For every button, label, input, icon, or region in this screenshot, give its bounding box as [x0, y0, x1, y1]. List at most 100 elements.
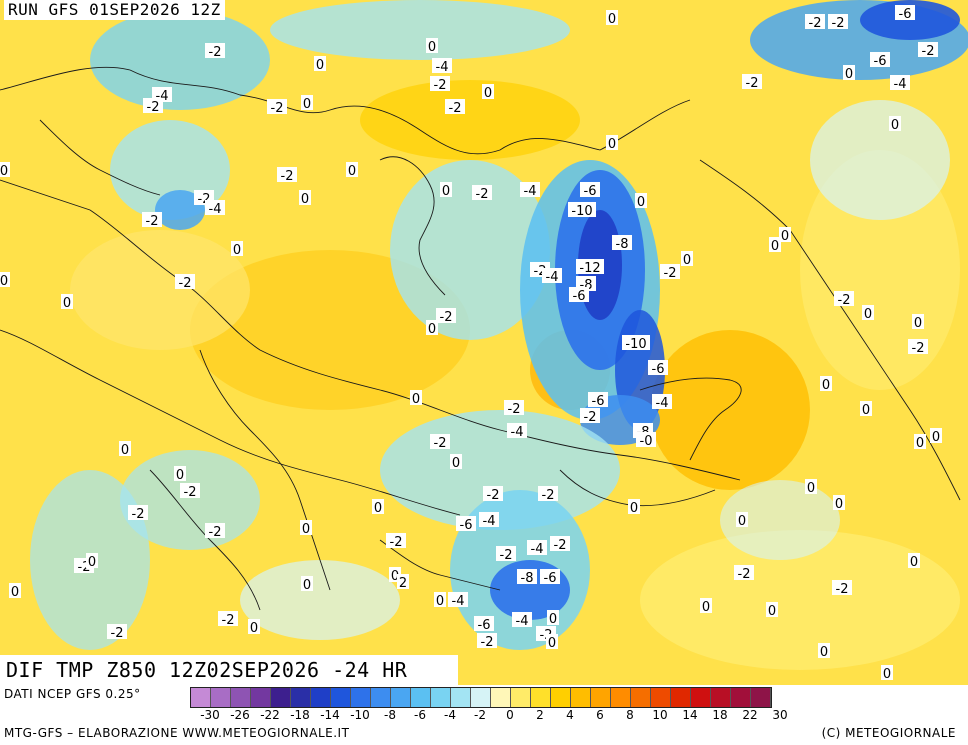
contour-label-bg	[769, 237, 781, 252]
contour-label: 0	[0, 164, 8, 179]
scale-tick-label: -2	[474, 708, 486, 722]
contour-label: 0	[932, 430, 940, 445]
color-swatch	[591, 688, 611, 707]
contour-label: -2	[281, 169, 294, 184]
color-swatch	[631, 688, 651, 707]
contour-label-bg	[912, 314, 924, 329]
contour-label-bg	[568, 202, 596, 217]
contour-label: -8	[521, 571, 534, 586]
contour-label-bg	[881, 665, 893, 680]
contour-label: -12	[579, 261, 600, 276]
color-swatch	[251, 688, 271, 707]
contour-label-bg	[540, 569, 560, 584]
contour-label-bg	[818, 643, 830, 658]
scale-tick-label: -8	[384, 708, 396, 722]
contour-label: 0	[442, 184, 450, 199]
contour-label: -10	[625, 337, 646, 352]
contour-label-bg	[588, 392, 608, 407]
color-swatch	[211, 688, 231, 707]
contour-label-bg	[547, 610, 559, 625]
contour-label: 0	[176, 468, 184, 483]
contour-label: -4	[894, 77, 907, 92]
contour-label: -6	[478, 618, 491, 633]
contour-label: -4	[483, 514, 496, 529]
contour-label-bg	[908, 553, 920, 568]
scale-tick-label: -6	[414, 708, 426, 722]
contour-label: -2	[664, 266, 677, 281]
contour-label: -2	[390, 535, 403, 550]
contour-label-bg	[107, 624, 127, 639]
contour-label-bg	[648, 360, 668, 375]
contour-label: 0	[630, 501, 638, 516]
contour-label-bg	[440, 182, 452, 197]
contour-label-bg	[482, 84, 494, 99]
contour-label: -4	[524, 184, 537, 199]
contour-label: -2	[209, 525, 222, 540]
contour-label: -2	[434, 78, 447, 93]
contour-label-bg	[477, 633, 497, 648]
contour-label: 0	[303, 578, 311, 593]
contour-label: 0	[781, 229, 789, 244]
contour-label-bg	[0, 162, 10, 177]
contour-label: 0	[428, 322, 436, 337]
contour-label: -6	[899, 7, 912, 22]
contour-label: 0	[637, 195, 645, 210]
contour-label-bg	[432, 58, 452, 73]
contour-label: 0	[738, 514, 746, 529]
contour-label-bg	[930, 428, 942, 443]
contour-label: 2	[399, 576, 407, 591]
contour-label-bg	[142, 212, 162, 227]
contour-label: -2	[554, 538, 567, 553]
contour-label-bg	[700, 598, 712, 613]
contour-label: -2	[222, 613, 235, 628]
contour-label: 0	[452, 456, 460, 471]
contour-label: -2	[500, 548, 513, 563]
color-swatch	[391, 688, 411, 707]
scale-tick-label: -26	[230, 708, 250, 722]
contour-label-bg	[314, 56, 326, 71]
contour-label: 0	[910, 555, 918, 570]
contour-label: 0	[121, 443, 129, 458]
contour-label: 0	[63, 296, 71, 311]
contour-label: 0	[891, 118, 899, 133]
contour-label: -0	[640, 434, 653, 449]
color-scale-bar	[190, 687, 772, 708]
color-swatch	[531, 688, 551, 707]
contour-label-bg	[231, 241, 243, 256]
contour-label: -6	[592, 394, 605, 409]
contour-label: -6	[652, 362, 665, 377]
contour-label-bg	[426, 38, 438, 53]
contour-label: 0	[233, 243, 241, 258]
contour-label: 0	[807, 481, 815, 496]
legend-footer: DATI NCEP GFS 0.25° -30 -26 -22 -18 -14 -10 -8…	[0, 685, 968, 745]
scale-tick-label: 14	[682, 708, 698, 722]
contour-label-bg	[205, 43, 225, 58]
color-swatch	[731, 688, 751, 707]
contour-label-bg	[612, 235, 632, 250]
contour-label: -2	[132, 507, 145, 522]
contour-label-bg	[474, 616, 494, 631]
contour-label-bg	[86, 553, 98, 568]
contour-label-bg	[580, 182, 600, 197]
contour-label-bg	[843, 65, 855, 80]
contour-label: -6	[874, 54, 887, 69]
contour-label: -6	[544, 571, 557, 586]
contour-label-bg	[248, 619, 260, 634]
contour-label-bg	[267, 99, 287, 114]
contour-label: -4	[516, 614, 529, 629]
contour-label: 0	[916, 436, 924, 451]
contour-label-bg	[569, 287, 589, 302]
color-swatch	[611, 688, 631, 707]
color-swatch	[671, 688, 691, 707]
contour-label-bg	[0, 272, 10, 287]
contour-label: 0	[316, 58, 324, 73]
coastlines-borders	[0, 66, 961, 611]
contour-label: -8	[616, 237, 629, 252]
contour-label: -4	[656, 396, 669, 411]
contour-label: 0	[914, 316, 922, 331]
warm-anomaly-layer	[70, 80, 960, 670]
color-swatch	[191, 688, 211, 707]
contour-label-bg	[430, 434, 450, 449]
scale-tick-label: 2	[536, 708, 544, 722]
